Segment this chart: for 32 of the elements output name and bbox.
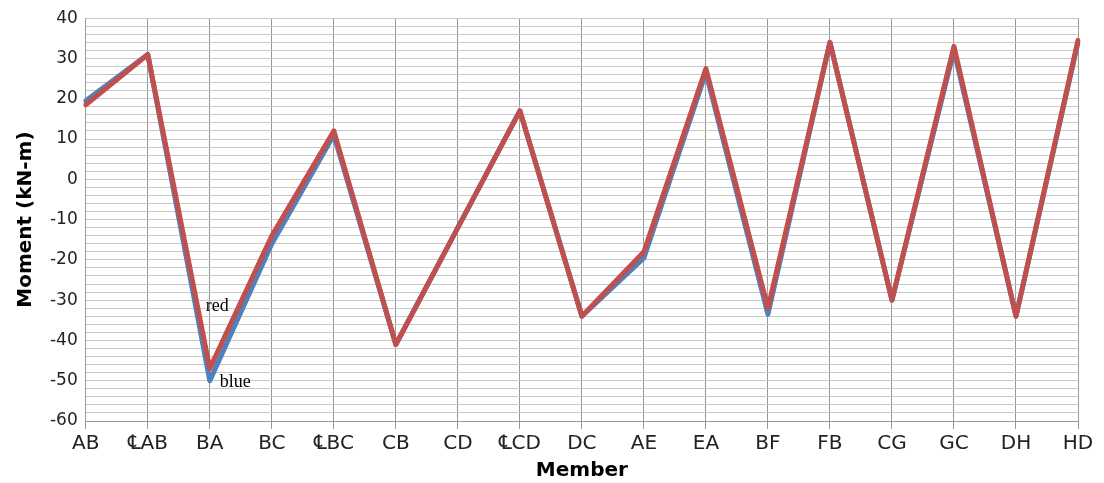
- x-tick-label: BC: [258, 430, 286, 455]
- y-tick-label: -40: [49, 328, 78, 349]
- x-tick-label: CB: [382, 430, 410, 455]
- y-tick-label: -50: [49, 369, 78, 390]
- y-tick-label: -60: [49, 409, 78, 430]
- x-tick-label: CD: [443, 430, 473, 455]
- y-tick-label: 20: [56, 87, 78, 108]
- series-label: red: [205, 295, 229, 316]
- y-tick-label: -30: [49, 288, 78, 309]
- y-tick-label: 40: [56, 6, 78, 27]
- x-tick-label: BF: [755, 430, 781, 455]
- y-tick-label: 10: [56, 127, 78, 148]
- x-tick-label: ℄CD: [497, 430, 541, 455]
- y-axis-title: Moment (kN-m): [12, 131, 37, 308]
- x-tick-label: AE: [630, 430, 658, 455]
- x-tick-label: EA: [692, 430, 720, 455]
- x-tick-label: AB: [72, 430, 100, 455]
- x-tick-label: FB: [817, 430, 843, 455]
- x-tick-label: ℄BC: [312, 430, 354, 455]
- x-tick-label: BA: [196, 430, 224, 455]
- y-tick-label: -20: [49, 248, 78, 269]
- y-tick-label: -10: [49, 208, 78, 229]
- x-tick-label: ℄AB: [126, 430, 168, 455]
- y-tick-label: 0: [66, 167, 78, 188]
- x-tick-label: HD: [1062, 430, 1094, 455]
- y-tick-label: 30: [56, 46, 78, 67]
- x-tick-label: DH: [1000, 430, 1032, 455]
- x-tick-label: DC: [567, 430, 597, 455]
- x-tick-label: GC: [939, 430, 969, 455]
- series-label: blue: [219, 371, 251, 392]
- x-axis-title: Member: [535, 457, 629, 482]
- x-tick-label: CG: [877, 430, 907, 455]
